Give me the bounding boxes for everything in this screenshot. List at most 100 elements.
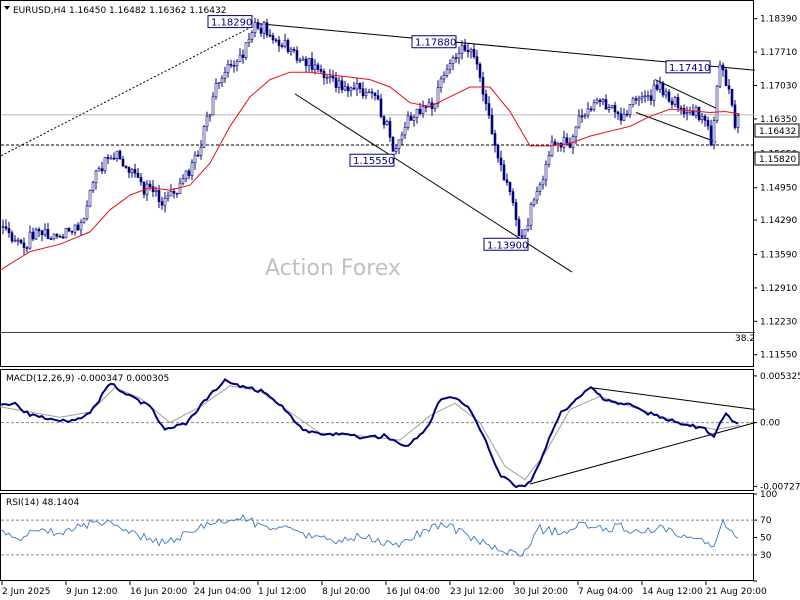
candle [355, 77, 359, 97]
price-annotation-label: 1.15550 [353, 156, 394, 167]
candle [61, 234, 65, 240]
candle [463, 38, 467, 53]
candle [613, 101, 617, 119]
price-tick: 1.14290 [753, 216, 797, 226]
candle [136, 167, 140, 178]
rsi-header: RSI(14) 48.1404 [6, 498, 79, 508]
candle [385, 119, 389, 126]
candle [283, 33, 287, 49]
price-tick-label: 1.11550 [760, 351, 797, 361]
candle [301, 55, 305, 61]
candle [268, 29, 272, 38]
candle [511, 188, 515, 206]
candle [709, 119, 713, 147]
candle [382, 115, 386, 129]
candle [400, 131, 404, 145]
macd-panel: MACD(12,26,9) -0.000347 0.000305 0.00532… [0, 369, 800, 492]
candle [610, 104, 614, 109]
candle [358, 82, 362, 94]
candle [205, 111, 209, 132]
price-panel: Action Forex EURUSD,H4 1.16450 1.16482 1… [0, 0, 800, 367]
price-annotation-label: 1.17410 [669, 63, 710, 74]
candle [37, 227, 41, 237]
candle [262, 20, 266, 40]
fib-level-label: 38.2 [735, 334, 755, 344]
price-annotation-label: 1.17880 [415, 38, 456, 49]
candle [139, 173, 143, 186]
candle [289, 47, 293, 56]
candle [238, 48, 242, 63]
candle [736, 113, 740, 134]
candle [673, 95, 677, 108]
candle [586, 102, 590, 119]
candle [601, 97, 605, 106]
candle [52, 233, 56, 241]
candle [712, 116, 716, 150]
candle [34, 227, 38, 240]
price-annotation: 1.17880 [411, 35, 457, 49]
candle [727, 78, 731, 95]
macd-line [0, 378, 739, 489]
candle [706, 116, 710, 131]
candle [4, 219, 8, 231]
candle [550, 135, 554, 158]
price-tick-label: 1.13590 [760, 250, 797, 260]
candle [616, 110, 620, 120]
candle [403, 121, 407, 139]
price-annotation: 1.13900 [483, 237, 529, 251]
candle [328, 69, 332, 84]
candle [31, 227, 35, 242]
price-tick: 1.17030 [753, 81, 797, 91]
candle [130, 167, 134, 178]
candle [76, 222, 80, 231]
candle [106, 153, 110, 165]
candle [1, 219, 5, 235]
candle [274, 37, 278, 43]
candle [472, 43, 476, 60]
candle [307, 57, 311, 72]
candle [331, 69, 335, 83]
candle [478, 61, 482, 83]
candle [226, 59, 230, 78]
price-tick: 1.12230 [753, 317, 797, 327]
candle [229, 59, 233, 69]
candle [160, 196, 164, 210]
candle [244, 42, 248, 60]
candle [70, 230, 74, 236]
candle [643, 90, 647, 103]
candle [79, 219, 83, 236]
rsi-tick: 50 [753, 534, 772, 544]
candle [406, 111, 410, 131]
time-tick-label: 23 Jul 12:00 [450, 587, 504, 597]
candle [148, 180, 152, 191]
candle [415, 108, 419, 124]
candle [457, 46, 461, 65]
candle [112, 152, 116, 161]
candle [13, 235, 17, 243]
candle [187, 168, 191, 180]
time-tick: 16 Jun 20:00 [129, 581, 187, 597]
candle [40, 230, 44, 242]
candle [466, 43, 470, 58]
price-tick-label: 1.17710 [760, 48, 797, 58]
price-annotation: 1.15550 [349, 153, 395, 167]
candle [394, 144, 398, 155]
price-annotations: 1.18290 1.17880 1.15550 1.13900 1.17410 [207, 15, 711, 251]
candle [265, 18, 269, 38]
macd-plot-area [0, 378, 756, 489]
candle [193, 151, 197, 170]
candle [49, 236, 53, 240]
symbol-dropdown-icon[interactable] [4, 6, 10, 10]
candle [733, 100, 737, 130]
candle [607, 104, 611, 113]
candle [487, 96, 491, 120]
candle [697, 106, 701, 122]
price-tick-label: 1.14950 [760, 184, 797, 194]
moving-average-line [0, 71, 741, 271]
candle [496, 143, 500, 163]
candle [634, 95, 638, 105]
rsi-tick-label: 30 [760, 551, 772, 561]
time-tick: 30 Jul 20:00 [513, 581, 568, 597]
candle [352, 81, 356, 91]
candle [661, 81, 665, 98]
